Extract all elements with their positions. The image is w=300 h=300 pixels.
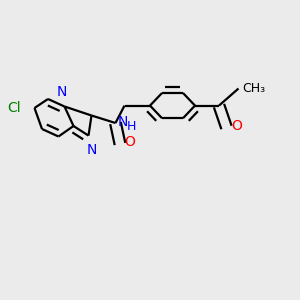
Text: O: O: [124, 136, 135, 149]
Text: Cl: Cl: [8, 101, 21, 115]
Text: N: N: [86, 143, 97, 157]
Text: O: O: [231, 119, 242, 133]
Text: H: H: [127, 120, 136, 133]
Text: CH₃: CH₃: [242, 82, 265, 95]
Text: N: N: [118, 115, 128, 129]
Text: N: N: [56, 85, 67, 99]
